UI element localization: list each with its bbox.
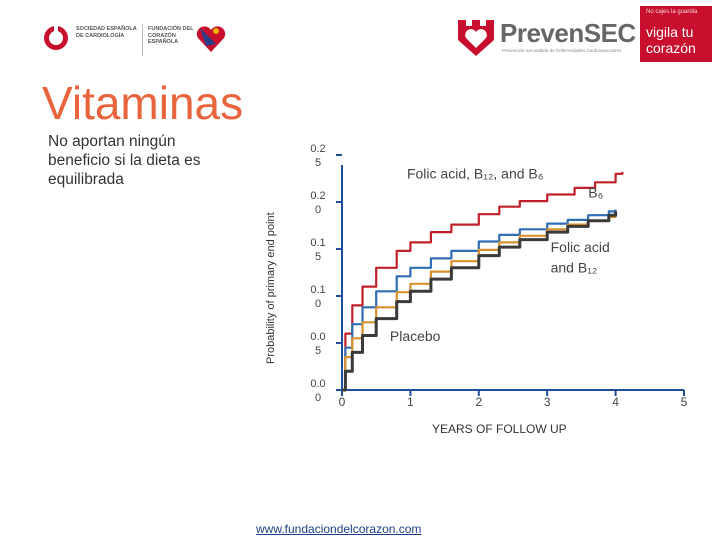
tagline-top: No cajes la guardia <box>646 9 698 15</box>
x-tick-label: 2 <box>475 395 482 408</box>
series-line-1 <box>342 171 624 392</box>
prevensec-subtitle: Prevención Secundaria de Enfermedades Ca… <box>502 48 622 53</box>
slide-title: Vitaminas <box>42 77 244 129</box>
y-tick-label: 0 <box>315 204 321 216</box>
tagline-line2: corazón <box>646 40 696 56</box>
chart-axes: 0 1 2 3 4 5 0.0 0 0.0 5 0.1 0 0.1 5 0.2 0 0.2 5 <box>310 143 687 408</box>
x-tick-label: 3 <box>544 395 551 408</box>
y-tick-label: 0.1 <box>310 284 325 296</box>
foundation-name: FUNDACIÓN DEL CORAZÓN ESPAÑOLA <box>148 26 194 45</box>
x-tick-label: 5 <box>681 395 688 408</box>
logo-divider <box>142 24 143 56</box>
annotation-label: Folic acid, B₁₂, and B₆ <box>407 166 543 182</box>
y-tick-label: 0.0 <box>310 378 325 390</box>
society-name: SOCIEDAD ESPAÑOLA DE CARDIOLOGÍA <box>76 26 137 39</box>
chart-x-axis-label: YEARS OF FOLLOW UP <box>432 422 567 436</box>
series-line-2 <box>342 209 617 392</box>
y-tick-label: 0 <box>315 392 321 404</box>
y-tick-label: 5 <box>315 157 321 169</box>
vigila-tagline-box: No cajes la guardia vigila tu corazón <box>640 6 712 62</box>
y-tick-label: 0.2 <box>310 190 325 202</box>
kaplan-meier-chart: 0 1 2 3 4 5 0.0 0 0.0 5 0.1 0 0.1 5 0.2 0 0.2 5 Folic aci… <box>310 143 687 408</box>
prevensec-castle-heart-icon <box>458 20 494 56</box>
annotation-label: Folic acid <box>551 239 610 255</box>
chart-series-group <box>342 171 624 392</box>
prevensec-logo: PrevenSEC Prevención Secundaria de Enfer… <box>456 6 716 64</box>
y-tick-label: 0.2 <box>310 143 325 155</box>
y-tick-label: 5 <box>315 345 321 357</box>
x-tick-label: 4 <box>612 395 619 408</box>
sec-fundacion-logo: SOCIEDAD ESPAÑOLA DE CARDIOLOGÍA FUNDACI… <box>36 18 226 64</box>
chart-y-axis-label: Probability of primary end point <box>265 212 277 364</box>
x-tick-label: 0 <box>339 395 346 408</box>
y-tick-label: 0.1 <box>310 237 325 249</box>
annotation-label: B₆ <box>588 184 603 200</box>
annotation-label: and B₁₂ <box>551 260 598 276</box>
series-line-3 <box>342 215 617 392</box>
prevensec-name: PrevenSEC <box>500 18 636 48</box>
annotation-label: Placebo <box>390 328 441 344</box>
foundation-heart-icon <box>196 26 226 52</box>
y-tick-label: 0.0 <box>310 331 325 343</box>
footer-website-link[interactable]: www.fundaciondelcorazon.com <box>256 522 422 536</box>
x-tick-label: 1 <box>407 395 414 408</box>
slide-bullet: No aportan ningún beneficio si la dieta … <box>48 133 201 188</box>
tagline-line1: vigila tu <box>646 24 694 40</box>
chart-annotations: Folic acid, B₁₂, and B₆ B₆ Folic acid and B… <box>390 166 610 345</box>
y-tick-label: 0 <box>315 298 321 310</box>
y-tick-label: 5 <box>315 251 321 263</box>
sec-emblem-icon <box>44 26 68 50</box>
series-line-4 <box>342 211 618 392</box>
